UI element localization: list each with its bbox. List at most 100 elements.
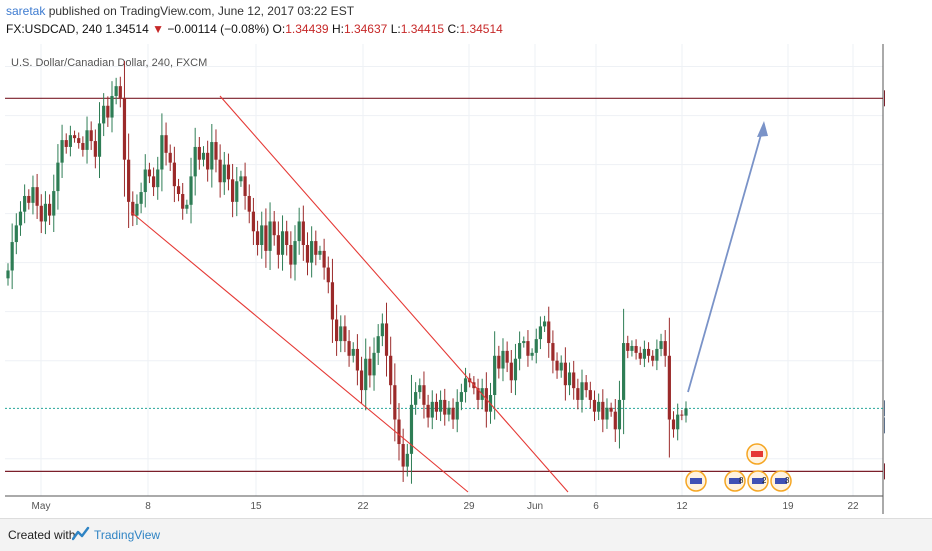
candle-body-105 (443, 399, 447, 415)
close-label: C: (447, 22, 460, 36)
published-text: published on TradingView.com, June 12, 2… (48, 4, 355, 18)
candle-body-35 (151, 176, 156, 188)
candle-body-107 (451, 407, 455, 420)
candle-body-83 (351, 348, 355, 356)
candle-body-132 (555, 360, 559, 371)
candle-body-137 (576, 388, 580, 400)
candle-body-90 (380, 323, 384, 337)
candle-body-141 (592, 399, 597, 412)
chart-frame[interactable]: U.S. Dollar/Canadian Dollar, 240, FXCM1.… (5, 44, 885, 514)
candle-body-19 (85, 130, 89, 150)
candle-body-50 (214, 142, 218, 160)
candle-body-117 (493, 355, 497, 396)
candle-body-119 (501, 350, 505, 369)
tradingview-logo-icon (72, 526, 90, 541)
candle-body-153 (642, 348, 647, 359)
candle-body-118 (497, 355, 501, 369)
candle-body-65 (276, 235, 280, 255)
candle-body-85 (359, 370, 364, 391)
symbol-interval: FX:USDCAD, 240 (6, 22, 103, 36)
candle-body-145 (609, 407, 613, 412)
candle-body-108 (455, 401, 459, 420)
candle-body-81 (343, 326, 347, 342)
candle-body-0 (6, 270, 10, 279)
candle-body-138 (580, 382, 584, 400)
candle-body-146 (613, 411, 617, 430)
candle-body-52 (222, 164, 226, 183)
candle-body-162 (680, 414, 684, 416)
candle-body-147 (617, 399, 622, 430)
x-tick-label-5: Jun (527, 501, 543, 512)
x-tick-label-9: 22 (847, 501, 859, 512)
candle-body-110 (463, 378, 468, 393)
candle-body-121 (509, 362, 513, 381)
candle-body-96 (405, 453, 409, 467)
footer-bar: Created with TradingView (0, 518, 932, 551)
candle-body-101 (426, 404, 430, 418)
candle-body-113 (476, 388, 480, 400)
candle-body-34 (147, 169, 152, 177)
plot-area (5, 44, 883, 496)
event-flag-icon-1 (751, 451, 763, 457)
candle-body-161 (676, 414, 680, 430)
level-tag-1 (884, 463, 885, 480)
candle-body-122 (513, 358, 518, 381)
open-label: O: (272, 22, 286, 36)
tradingview-brand[interactable]: TradingView (94, 528, 161, 542)
price-change: −0.00114 (−0.08%) (167, 22, 270, 36)
candle-body-95 (401, 444, 405, 467)
event-marker-count-4: 3 (785, 476, 790, 485)
candle-body-152 (638, 352, 642, 359)
candle-body-38 (164, 135, 168, 153)
candle-body-144 (605, 407, 609, 420)
candle-body-74 (314, 241, 318, 255)
projection-arrow-head (757, 121, 768, 137)
candle-body-143 (601, 401, 605, 420)
candle-body-55 (235, 181, 239, 202)
candlestick-chart[interactable]: U.S. Dollar/Canadian Dollar, 240, FXCM1.… (5, 44, 885, 514)
candle-body-47 (201, 152, 206, 160)
candle-body-78 (330, 282, 335, 320)
candle-body-25 (110, 95, 114, 118)
candle-body-163 (684, 408, 688, 416)
candle-body-75 (318, 250, 322, 255)
candle-body-123 (518, 343, 522, 359)
candle-body-106 (447, 407, 451, 415)
event-marker-count-3: 2 (762, 476, 767, 485)
candle-body-157 (659, 341, 663, 349)
candle-body-135 (567, 372, 572, 386)
candle-body-87 (368, 358, 372, 376)
candle-body-92 (389, 355, 393, 386)
channel-lower-line (130, 211, 469, 493)
candle-body-72 (305, 244, 310, 263)
candle-body-63 (268, 221, 272, 251)
candle-body-139 (584, 382, 588, 391)
open-value: 1.34439 (285, 22, 329, 36)
candle-body-11 (52, 191, 56, 216)
candle-body-129 (542, 321, 547, 327)
candle-body-24 (106, 105, 110, 118)
candle-body-2 (14, 225, 18, 243)
candle-body-4 (23, 195, 27, 212)
candle-body-69 (293, 241, 297, 265)
candle-body-97 (409, 404, 414, 454)
candle-body-54 (231, 179, 235, 202)
candle-body-148 (622, 343, 626, 400)
candle-body-82 (347, 341, 351, 356)
candle-body-43 (185, 204, 189, 209)
candle-body-49 (210, 142, 214, 170)
candle-body-39 (168, 152, 172, 163)
candle-body-124 (522, 341, 526, 344)
candle-body-20 (89, 130, 93, 142)
publish-info: saretak published on TradingView.com, Ju… (6, 4, 354, 18)
chart-header: saretak published on TradingView.com, Ju… (0, 0, 932, 40)
author-link[interactable]: saretak (6, 4, 46, 18)
last-price-tag (884, 400, 885, 417)
candle-body-156 (655, 348, 659, 361)
candle-body-31 (135, 203, 139, 216)
candle-body-18 (81, 143, 85, 150)
candle-body-70 (297, 221, 301, 242)
candle-body-79 (335, 319, 339, 342)
candle-body-84 (355, 348, 359, 371)
candle-body-71 (301, 221, 305, 245)
